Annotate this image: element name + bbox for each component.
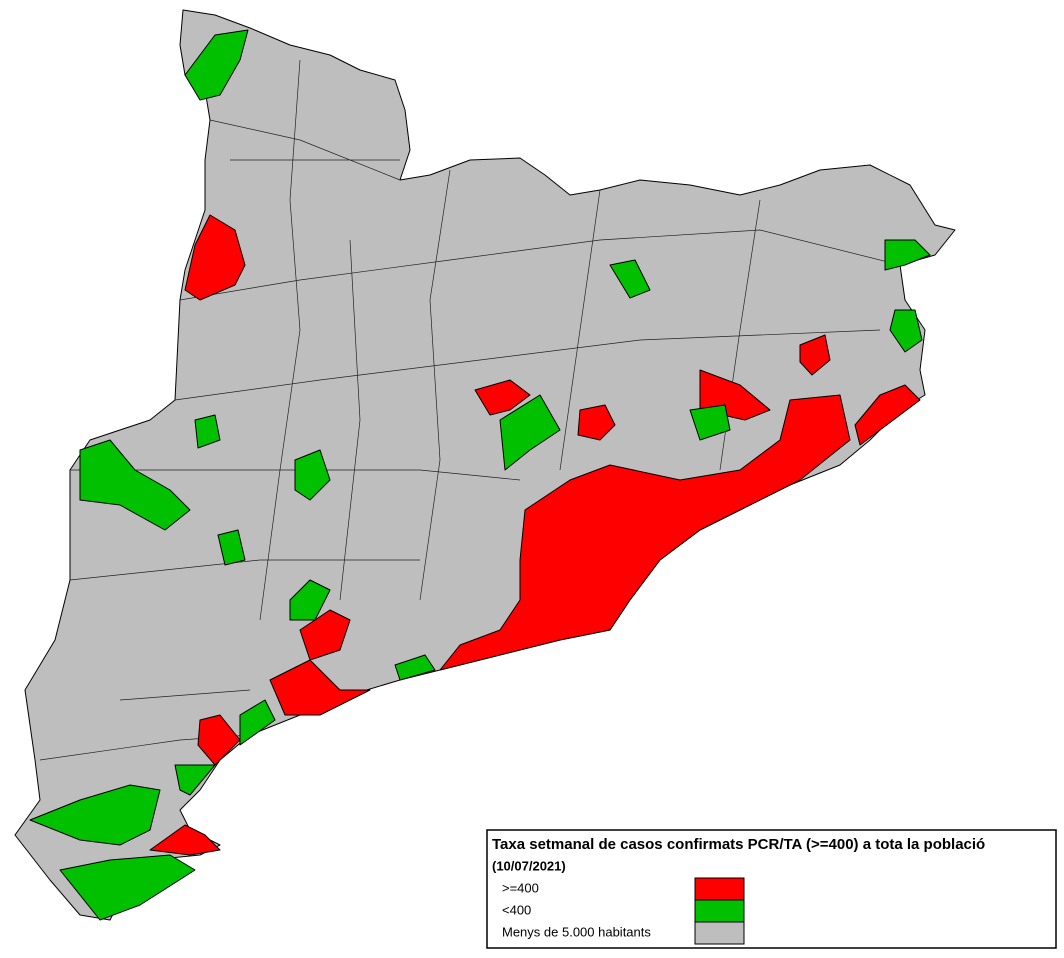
legend-label: >=400 [502, 880, 539, 895]
region-green [174, 764, 216, 796]
region-green [289, 579, 331, 621]
region-green [217, 529, 246, 566]
region-green [59, 854, 196, 921]
region-green [394, 654, 436, 681]
region-green [194, 414, 221, 449]
region-green [294, 449, 331, 501]
region-red [799, 334, 831, 376]
region-red [149, 824, 221, 856]
territory [14, 9, 956, 921]
legend: Taxa setmanal de casos confirmats PCR/TA… [486, 829, 1057, 949]
region-red [854, 384, 921, 446]
region-green [884, 239, 931, 271]
legend-swatch [694, 921, 745, 945]
region-green [889, 309, 923, 353]
region-red [197, 714, 241, 766]
region-green [689, 404, 731, 441]
legend-swatch [694, 899, 745, 923]
region-green [29, 784, 161, 846]
municipal-borders [39, 59, 901, 761]
legend-label: <400 [502, 902, 531, 917]
legend-label: Menys de 5.000 habitants [502, 924, 651, 939]
region-red [577, 404, 616, 441]
region-green [79, 439, 191, 531]
region-green [239, 699, 276, 746]
region-red [299, 609, 351, 661]
legend-swatch [694, 877, 745, 901]
region-green [609, 259, 651, 299]
region-red [184, 214, 246, 301]
legend-title: Taxa setmanal de casos confirmats PCR/TA… [492, 836, 985, 853]
region-green [499, 394, 561, 471]
region-red [439, 394, 851, 671]
legend-items: >=400 <400 Menys de 5.000 habitants [502, 877, 745, 945]
region-red [474, 379, 531, 416]
legend-box [486, 829, 1057, 949]
legend-subtitle: (10/07/2021) [492, 858, 566, 873]
region-green [184, 29, 249, 101]
